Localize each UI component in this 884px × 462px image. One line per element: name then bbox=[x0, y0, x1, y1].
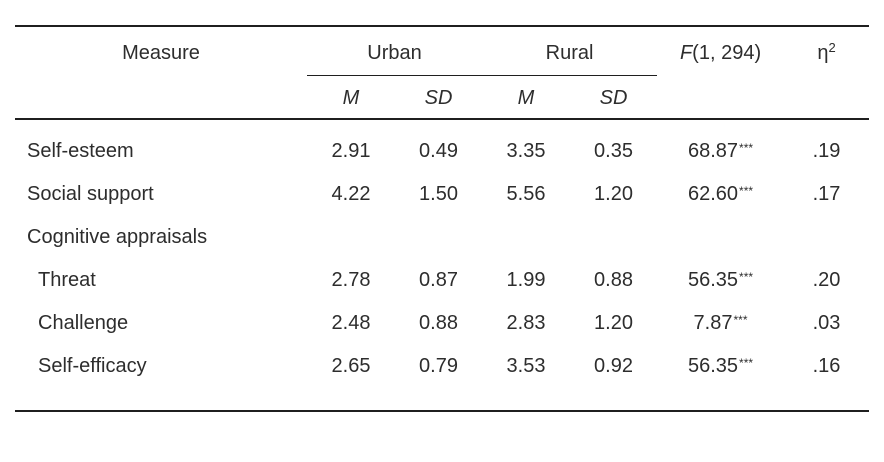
eta-symbol: η bbox=[817, 41, 829, 64]
group-header-row: Measure Urban Rural F(1, 294) η2 bbox=[15, 26, 869, 76]
urban-sd-value: 0.79 bbox=[419, 355, 458, 377]
urban-mean-value: 2.48 bbox=[331, 312, 371, 334]
significance-asterisks: *** bbox=[739, 184, 754, 198]
subheader-row: M SD M SD bbox=[15, 75, 870, 120]
table-row-social-support: Social support 4.22 1.50 5.56 1.20 62.60… bbox=[15, 173, 869, 216]
column-header-eta-squared: η2 bbox=[784, 26, 869, 76]
eta-exponent: 2 bbox=[828, 39, 836, 55]
significance-asterisks: *** bbox=[739, 141, 754, 155]
eta-squared-value: .17 bbox=[812, 183, 841, 205]
empty-cell bbox=[307, 216, 395, 259]
rural-mean-value: 3.35 bbox=[506, 140, 546, 162]
rural-mean-value: 3.53 bbox=[506, 355, 546, 377]
subheader-empty-cell bbox=[784, 75, 870, 120]
rural-sd-value: 0.92 bbox=[594, 355, 633, 377]
significance-asterisks: *** bbox=[739, 356, 754, 370]
column-header-rural: Rural bbox=[482, 26, 658, 76]
rural-sd-value: 0.35 bbox=[594, 140, 633, 162]
urban-sd-value: 0.88 bbox=[419, 312, 458, 334]
f-symbol: F bbox=[679, 41, 693, 64]
urban-mean-value: 4.22 bbox=[331, 183, 371, 205]
rural-sd-value: 0.88 bbox=[594, 269, 633, 291]
eta-squared-value: .03 bbox=[812, 312, 841, 334]
eta-squared-value: .20 bbox=[812, 269, 841, 291]
subheader-urban-mean: M bbox=[307, 75, 395, 120]
f-value-cell: 56.35*** bbox=[657, 345, 784, 388]
significance-asterisks: *** bbox=[739, 270, 754, 284]
f-value: 56.35 bbox=[687, 355, 739, 377]
subheader-rural-sd: SD bbox=[570, 75, 658, 120]
f-value: 56.35 bbox=[687, 269, 739, 291]
table-row-self-esteem: Self-esteem 2.91 0.49 3.35 0.35 68.87***… bbox=[15, 119, 869, 173]
urban-sd-value: 0.49 bbox=[419, 140, 458, 162]
f-value: 62.60 bbox=[687, 183, 739, 205]
rural-mean-value: 1.99 bbox=[506, 269, 546, 291]
eta-squared-value: .16 bbox=[812, 355, 841, 377]
urban-mean-value: 2.65 bbox=[331, 355, 371, 377]
empty-cell bbox=[15, 388, 869, 411]
eta-squared-value: .19 bbox=[812, 140, 841, 162]
row-label: Self-efficacy bbox=[38, 355, 147, 377]
empty-cell bbox=[570, 216, 657, 259]
f-degrees-of-freedom: (1, 294) bbox=[692, 41, 762, 64]
f-value-cell: 62.60*** bbox=[657, 173, 784, 216]
f-value: 7.87 bbox=[693, 312, 733, 334]
column-header-f-statistic: F(1, 294) bbox=[657, 26, 784, 76]
row-label: Threat bbox=[38, 269, 96, 291]
table-row-self-efficacy: Self-efficacy 2.65 0.79 3.53 0.92 56.35*… bbox=[15, 345, 869, 388]
rural-mean-value: 5.56 bbox=[506, 183, 546, 205]
subheader-urban-sd: SD bbox=[395, 75, 483, 120]
row-label: Social support bbox=[27, 183, 154, 205]
row-label: Self-esteem bbox=[27, 140, 134, 162]
empty-cell bbox=[657, 216, 784, 259]
subheader-empty-cell bbox=[15, 75, 307, 120]
table-body: Self-esteem 2.91 0.49 3.35 0.35 68.87***… bbox=[15, 119, 869, 411]
urban-mean-value: 2.78 bbox=[331, 269, 371, 291]
empty-cell bbox=[482, 216, 570, 259]
empty-cell bbox=[784, 216, 869, 259]
f-value: 68.87 bbox=[687, 140, 739, 162]
urban-sd-value: 0.87 bbox=[419, 269, 458, 291]
subheader-empty-cell bbox=[657, 75, 785, 120]
urban-mean-value: 2.91 bbox=[331, 140, 371, 162]
empty-cell bbox=[395, 216, 482, 259]
bottom-spacer-row bbox=[15, 388, 869, 411]
table-header: Measure Urban Rural F(1, 294) η2 M SD M … bbox=[15, 26, 870, 120]
significance-asterisks: *** bbox=[733, 313, 748, 327]
anova-results-table: Measure Urban Rural F(1, 294) η2 M SD M … bbox=[15, 25, 870, 412]
table-row-challenge: Challenge 2.48 0.88 2.83 1.20 7.87*** .0… bbox=[15, 302, 869, 345]
subheader-rural-mean: M bbox=[482, 75, 571, 120]
f-value-cell: 68.87*** bbox=[657, 119, 784, 173]
column-header-measure: Measure bbox=[122, 41, 200, 64]
table-row-threat: Threat 2.78 0.87 1.99 0.88 56.35*** .20 bbox=[15, 259, 869, 302]
section-label: Cognitive appraisals bbox=[27, 226, 208, 248]
rural-mean-value: 2.83 bbox=[506, 312, 546, 334]
table-row-cognitive-appraisals-section: Cognitive appraisals bbox=[15, 216, 869, 259]
f-value-cell: 56.35*** bbox=[657, 259, 784, 302]
urban-sd-value: 1.50 bbox=[419, 183, 458, 205]
column-header-urban: Urban bbox=[307, 26, 483, 76]
row-label: Challenge bbox=[38, 312, 129, 334]
rural-sd-value: 1.20 bbox=[594, 183, 633, 205]
f-value-cell: 7.87*** bbox=[657, 302, 784, 345]
rural-sd-value: 1.20 bbox=[594, 312, 633, 334]
